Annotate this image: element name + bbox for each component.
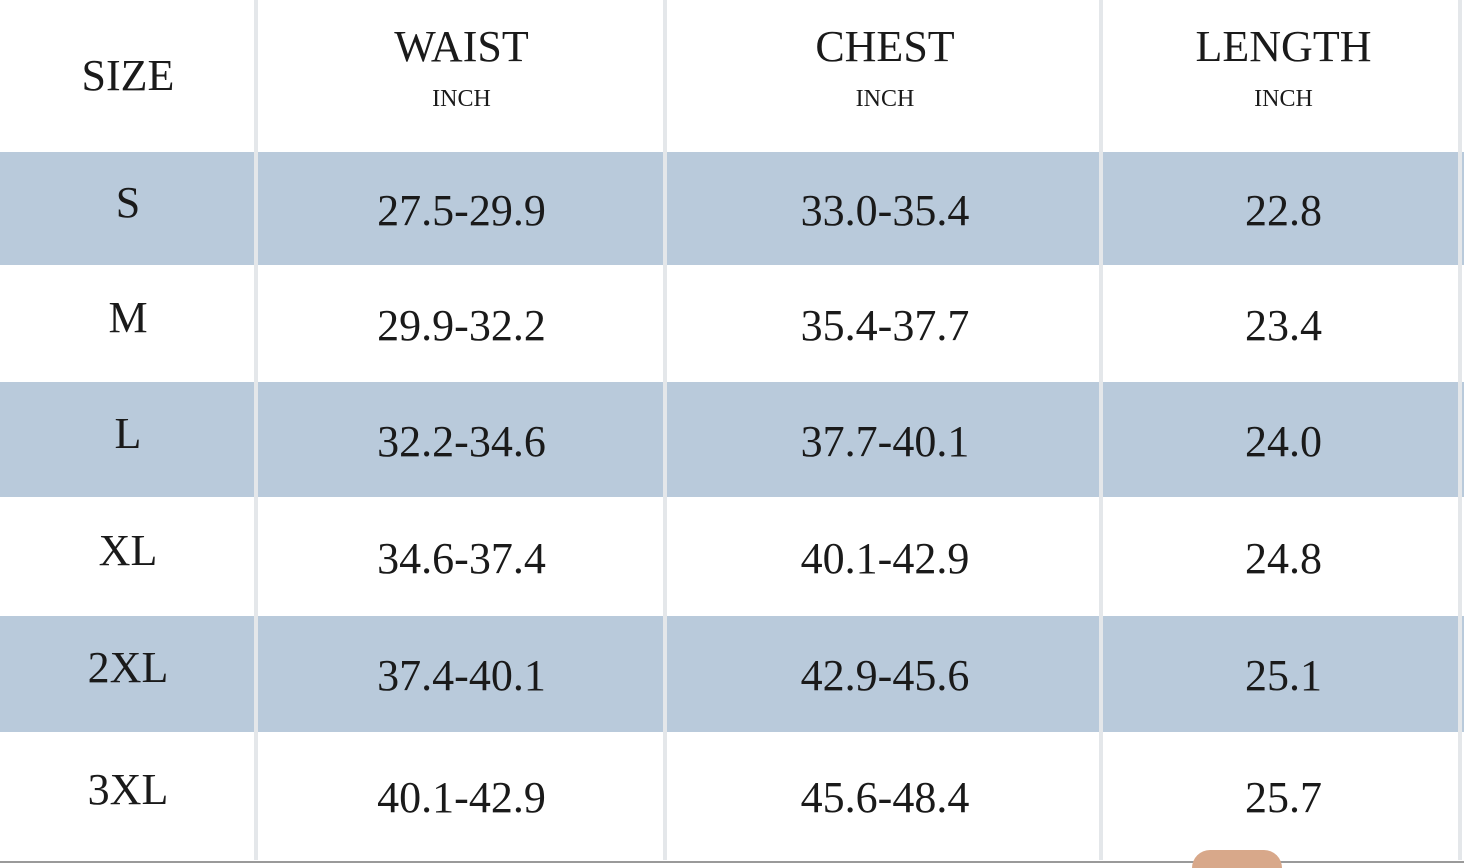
measurement: 35.4-37.7 bbox=[800, 300, 970, 350]
table-cell: 22.8 bbox=[1103, 154, 1464, 267]
table-cell: 2XL bbox=[0, 610, 256, 726]
table-cell: 27.5-29.9 bbox=[256, 154, 667, 267]
photo-edge bbox=[1192, 850, 1282, 868]
measurement: 40.1-42.9 bbox=[800, 533, 970, 583]
header-title: CHEST bbox=[815, 22, 955, 71]
table-cell: 37.7-40.1 bbox=[667, 384, 1103, 499]
header-cell: SIZE bbox=[0, 0, 256, 152]
table-cell: XL bbox=[0, 491, 256, 610]
size-label: 3XL bbox=[87, 765, 169, 814]
column-separator bbox=[254, 0, 258, 860]
measurement: 22.8 bbox=[1245, 185, 1322, 235]
measurement: 27.5-29.9 bbox=[377, 185, 546, 235]
measurement: 32.2-34.6 bbox=[377, 416, 546, 466]
table-cell: 37.4-40.1 bbox=[256, 618, 667, 734]
measurement: 34.6-37.4 bbox=[377, 533, 546, 583]
table-cell: 40.1-42.9 bbox=[667, 499, 1103, 618]
table-cell: M bbox=[0, 259, 256, 376]
header-title: WAIST bbox=[394, 22, 529, 71]
row-band bbox=[0, 382, 1464, 497]
measurement: 37.4-40.1 bbox=[377, 651, 546, 700]
row-band bbox=[0, 152, 1464, 265]
column-separator bbox=[1099, 0, 1103, 860]
table-cell: 33.0-35.4 bbox=[667, 154, 1103, 267]
header-cell: WAIST INCH bbox=[256, 0, 667, 144]
table-cell: S bbox=[0, 146, 256, 259]
table-cell: 24.0 bbox=[1103, 384, 1464, 499]
table-cell: 42.9-45.6 bbox=[667, 618, 1103, 734]
measurement: 45.6-48.4 bbox=[800, 773, 970, 822]
header-cell: CHEST INCH bbox=[667, 0, 1103, 144]
measurement: 23.4 bbox=[1245, 300, 1322, 350]
measurement: 25.1 bbox=[1245, 651, 1322, 700]
table-cell: 45.6-48.4 bbox=[667, 734, 1103, 862]
size-label: 2XL bbox=[87, 643, 169, 692]
table-cell: 29.9-32.2 bbox=[256, 267, 667, 384]
table-cell: 40.1-42.9 bbox=[256, 734, 667, 862]
table-cell: 32.2-34.6 bbox=[256, 384, 667, 499]
measurement: 24.8 bbox=[1245, 533, 1322, 583]
measurement: 42.9-45.6 bbox=[800, 651, 970, 700]
size-label: XL bbox=[98, 525, 158, 575]
header-cell: LENGTH INCH bbox=[1103, 0, 1464, 144]
measurement: 24.0 bbox=[1245, 416, 1322, 466]
header-title: SIZE bbox=[81, 51, 175, 100]
measurement: 29.9-32.2 bbox=[377, 300, 546, 350]
table-cell: 35.4-37.7 bbox=[667, 267, 1103, 384]
bottom-border bbox=[0, 861, 1464, 863]
measurement: 37.7-40.1 bbox=[800, 416, 970, 466]
column-separator bbox=[1458, 0, 1462, 860]
table-cell: 3XL bbox=[0, 726, 256, 854]
column-separator bbox=[663, 0, 667, 860]
size-label: S bbox=[115, 177, 141, 227]
measurement: 25.7 bbox=[1245, 773, 1322, 822]
table-cell: 25.1 bbox=[1103, 618, 1464, 734]
table-cell: 24.8 bbox=[1103, 499, 1464, 618]
header-unit: INCH bbox=[1254, 86, 1313, 112]
measurement: 33.0-35.4 bbox=[800, 185, 970, 235]
size-label: M bbox=[108, 292, 148, 342]
table-cell: 23.4 bbox=[1103, 267, 1464, 384]
table-cell: 34.6-37.4 bbox=[256, 499, 667, 618]
measurement: 40.1-42.9 bbox=[377, 773, 546, 822]
header-unit: INCH bbox=[855, 86, 915, 112]
header-title: LENGTH bbox=[1195, 22, 1372, 71]
table-cell: 25.7 bbox=[1103, 734, 1464, 862]
row-band bbox=[0, 616, 1464, 732]
header-unit: INCH bbox=[432, 86, 491, 112]
table-cell: L bbox=[0, 376, 256, 491]
size-label: L bbox=[114, 408, 142, 458]
